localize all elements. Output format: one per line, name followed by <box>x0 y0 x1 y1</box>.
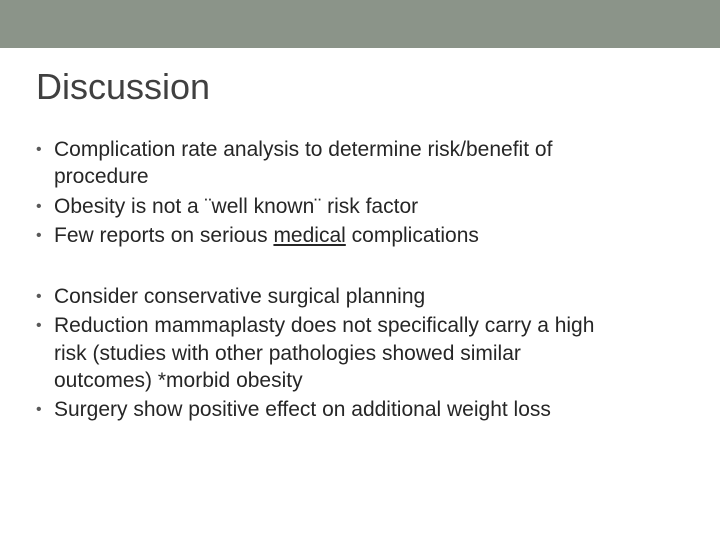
bullet-item: • Obesity is not a ¨well known¨ risk fac… <box>36 193 684 220</box>
bullet-item: • Consider conservative surgical plannin… <box>36 283 684 310</box>
bullet-group-2: • Consider conservative surgical plannin… <box>36 283 684 423</box>
bullet-marker: • <box>36 283 54 308</box>
bullet-text: Reduction mammaplasty does not specifica… <box>54 312 684 394</box>
bullet-marker: • <box>36 312 54 337</box>
bullet-group-1: • Complication rate analysis to determin… <box>36 136 684 249</box>
bullet-marker: • <box>36 396 54 421</box>
slide-content: Discussion • Complication rate analysis … <box>0 48 720 424</box>
bullet-marker: • <box>36 193 54 218</box>
bullet-item: • Reduction mammaplasty does not specifi… <box>36 312 684 394</box>
top-accent-band <box>0 0 720 48</box>
underlined-word: medical <box>273 224 345 247</box>
bullet-item: • Surgery show positive effect on additi… <box>36 396 684 423</box>
bullet-text: Obesity is not a ¨well known¨ risk facto… <box>54 193 684 220</box>
bullet-text: Complication rate analysis to determine … <box>54 136 684 191</box>
bullet-text: Consider conservative surgical planning <box>54 283 684 310</box>
bullet-text: Few reports on serious medical complicat… <box>54 222 684 249</box>
bullet-text: Surgery show positive effect on addition… <box>54 396 684 423</box>
bullet-item: • Few reports on serious medical complic… <box>36 222 684 249</box>
slide-title: Discussion <box>36 66 684 108</box>
bullet-item: • Complication rate analysis to determin… <box>36 136 684 191</box>
bullet-marker: • <box>36 222 54 247</box>
bullet-marker: • <box>36 136 54 161</box>
